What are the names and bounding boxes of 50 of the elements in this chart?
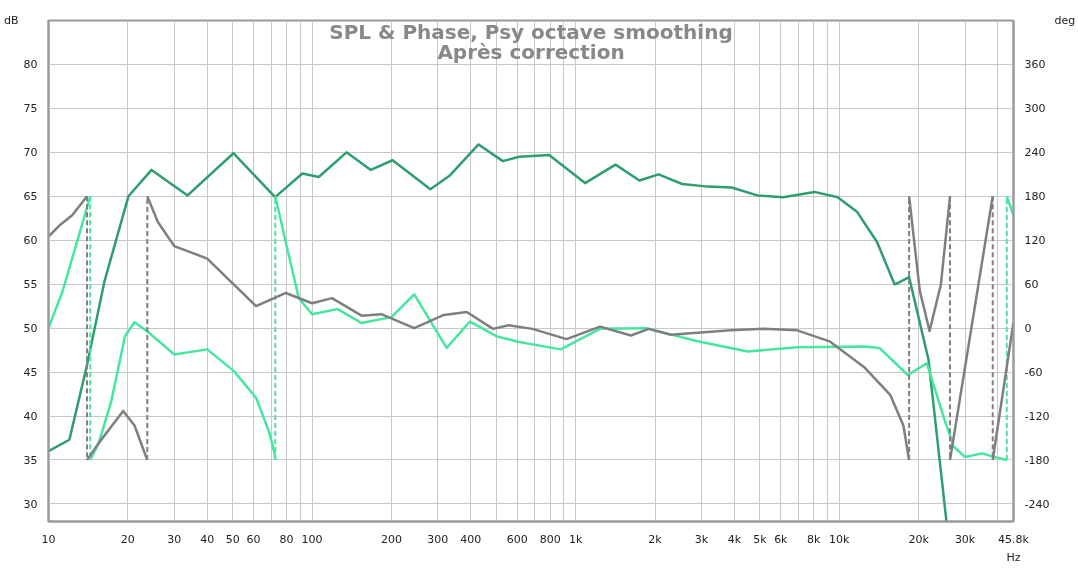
y2-tick-label: 300 (1024, 102, 1046, 116)
y-tick-label: 80 (23, 58, 38, 72)
x-tick-label: 30 (167, 532, 182, 546)
y-tick-label: 70 (23, 146, 38, 160)
y2-tick-label: 360 (1024, 58, 1046, 72)
x-tick-label: 600 (506, 532, 528, 546)
y-axis-title: dB (3, 14, 19, 27)
x-tick-label: 30k (954, 532, 976, 546)
y2-tick-label: 0 (1024, 322, 1032, 336)
y2-tick-label: 60 (1024, 278, 1039, 292)
x-tick-label: 50 (225, 532, 240, 546)
y-tick-label: 45 (23, 366, 38, 380)
x-tick-label: 20 (120, 532, 135, 546)
y2-tick-label: -240 (1024, 497, 1050, 511)
y-tick-label: 50 (23, 322, 38, 336)
y-tick-label: 35 (23, 453, 38, 467)
chart-title: SPL & Phase, Psy octave smoothing (329, 19, 733, 44)
y-tick-label: 55 (23, 278, 38, 292)
y-tick-label: 75 (23, 102, 38, 116)
x-tick-label: 100 (301, 532, 323, 546)
x-tick-label: 2k (648, 532, 663, 546)
x-tick-label: 1k (569, 532, 584, 546)
y2-tick-label: -180 (1024, 453, 1050, 467)
x-tick-label: 4k (727, 532, 742, 546)
y-tick-label: 60 (23, 234, 38, 248)
x-tick-label: 300 (427, 532, 449, 546)
x-tick-label: 20k (908, 532, 930, 546)
y-tick-label: 30 (23, 497, 38, 511)
y2-tick-label: 240 (1024, 146, 1046, 160)
y-tick-label: 65 (23, 190, 38, 204)
x-tick-label: 3k (694, 532, 709, 546)
y2-tick-label: 120 (1024, 234, 1046, 248)
x-tick-label: 8k (807, 532, 822, 546)
x-tick-label: 40 (200, 532, 215, 546)
y2-tick-label: 180 (1024, 190, 1046, 204)
x-tick-label: 800 (539, 532, 561, 546)
x-tick-label: 80 (279, 532, 294, 546)
x-axis-title: Hz (1006, 550, 1021, 564)
y2-tick-label: -120 (1024, 410, 1050, 424)
x-tick-label: 10k (829, 532, 851, 546)
y2-tick-label: -60 (1024, 366, 1043, 380)
x-tick-label: 400 (460, 532, 482, 546)
x-tick-label: 5k (753, 532, 768, 546)
x-tick-label: 60 (246, 532, 261, 546)
y-tick-label: 40 (23, 410, 38, 424)
x-tick-label: 6k (774, 532, 789, 546)
x-tick-label: 10 (41, 532, 56, 546)
x-tick-label: 45.8k (998, 532, 1030, 546)
x-tick-label: 200 (380, 532, 402, 546)
y2-axis-title: deg (1054, 14, 1076, 27)
